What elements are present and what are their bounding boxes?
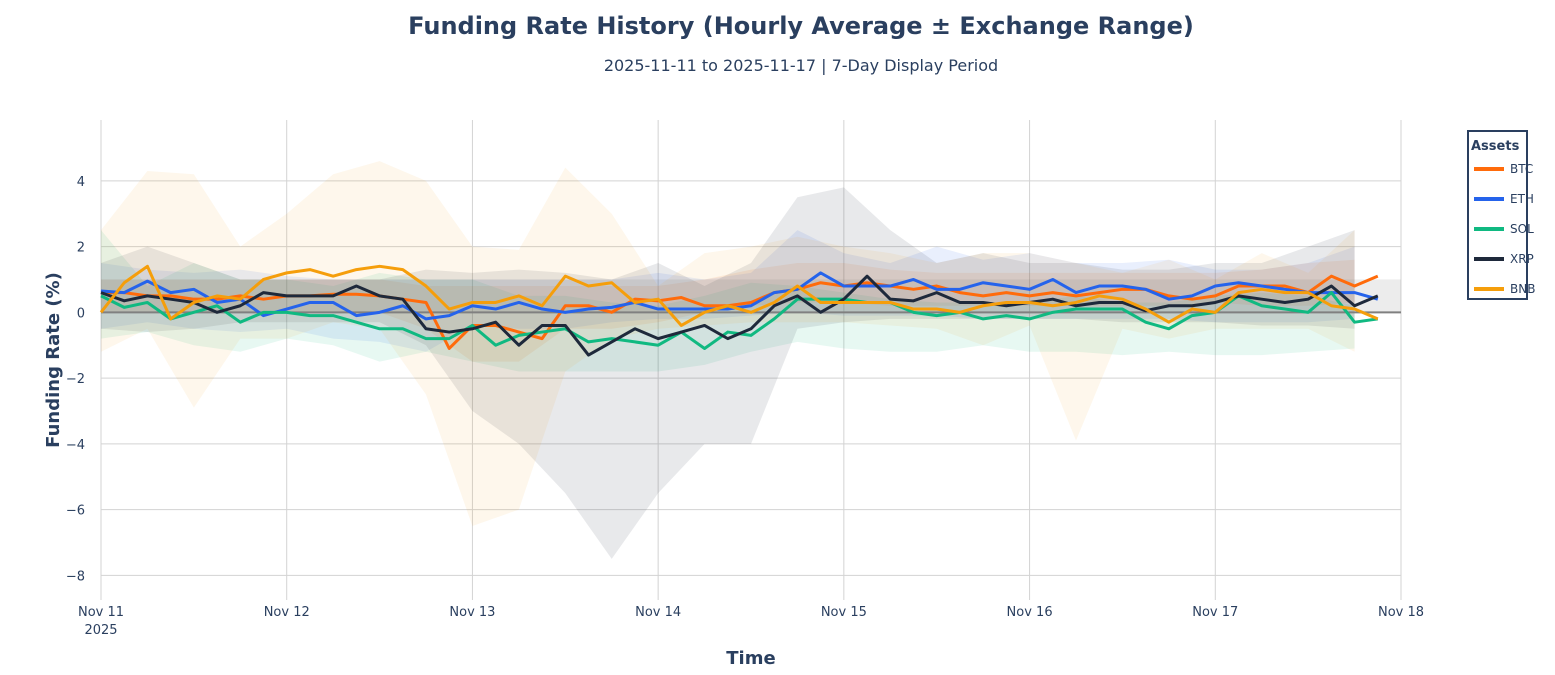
y-tick-label: 4: [77, 175, 85, 190]
legend-item-btc[interactable]: BTC: [1474, 159, 1533, 179]
x-tick-label: Nov 15: [821, 605, 867, 620]
x-tick-year: 2025: [84, 623, 117, 638]
x-tick-label: Nov 11: [78, 605, 124, 620]
line-eth: [100, 271, 1379, 321]
band-sol: [101, 230, 1355, 372]
x-tick-label: Nov 17: [1192, 605, 1238, 620]
legend-label: BNB: [1510, 282, 1536, 296]
x-tick-label: Nov 13: [449, 605, 495, 620]
legend-item-eth[interactable]: ETH: [1474, 189, 1534, 209]
y-tick-label: −6: [66, 504, 85, 519]
chart-title: Funding Rate History (Hourly Average ± E…: [408, 12, 1194, 40]
x-tick-label: Nov 18: [1378, 605, 1424, 620]
y-tick-label: 0: [77, 306, 85, 321]
series-lines: [99, 264, 1379, 357]
band-xrp: [101, 187, 1355, 559]
y-tick-label: 2: [77, 241, 85, 256]
x-tick-label: Nov 14: [635, 605, 681, 620]
y-tick-label: −2: [66, 372, 85, 387]
legend-item-sol[interactable]: SOL: [1474, 219, 1534, 239]
legend-item-bnb[interactable]: BNB: [1474, 279, 1535, 299]
legend-label: XRP: [1510, 252, 1534, 266]
x-tick-labels: Nov 11 2025 Nov 12 Nov 13 Nov 14 Nov 15 Nov 16…: [78, 605, 1424, 638]
x-tick-label: Nov 16: [1007, 605, 1053, 620]
legend-title: Assets: [1471, 139, 1520, 154]
line-bnb: [99, 264, 1379, 327]
exchange-range-bands: [101, 161, 1401, 559]
legend-label: ETH: [1510, 192, 1534, 206]
legend-swatch: [1474, 167, 1504, 171]
legend: Assets BTC ETH SOL XRP BNB: [1467, 130, 1535, 300]
chart-subtitle: 2025-11-11 to 2025-11-17 | 7-Day Display…: [603, 56, 999, 75]
legend-swatch: [1474, 227, 1504, 231]
legend-item-xrp[interactable]: XRP: [1474, 249, 1534, 269]
legend-label: SOL: [1510, 222, 1534, 236]
legend-swatch: [1474, 197, 1504, 201]
band-bnb: [101, 161, 1355, 527]
x-axis-title: Time: [726, 648, 775, 669]
x-tick-label: Nov 12: [264, 605, 310, 620]
y-axis-title: Funding Rate (%): [43, 272, 64, 448]
y-tick-label: −8: [66, 569, 85, 584]
legend-label: BTC: [1510, 162, 1534, 176]
y-tick-labels: −8 −6 −4 −2 0 2 4: [66, 175, 85, 585]
y-tick-label: −4: [66, 438, 85, 453]
band-eth: [101, 230, 1355, 352]
line-xrp: [100, 274, 1379, 357]
legend-swatch: [1474, 287, 1504, 291]
legend-swatch: [1474, 257, 1504, 261]
